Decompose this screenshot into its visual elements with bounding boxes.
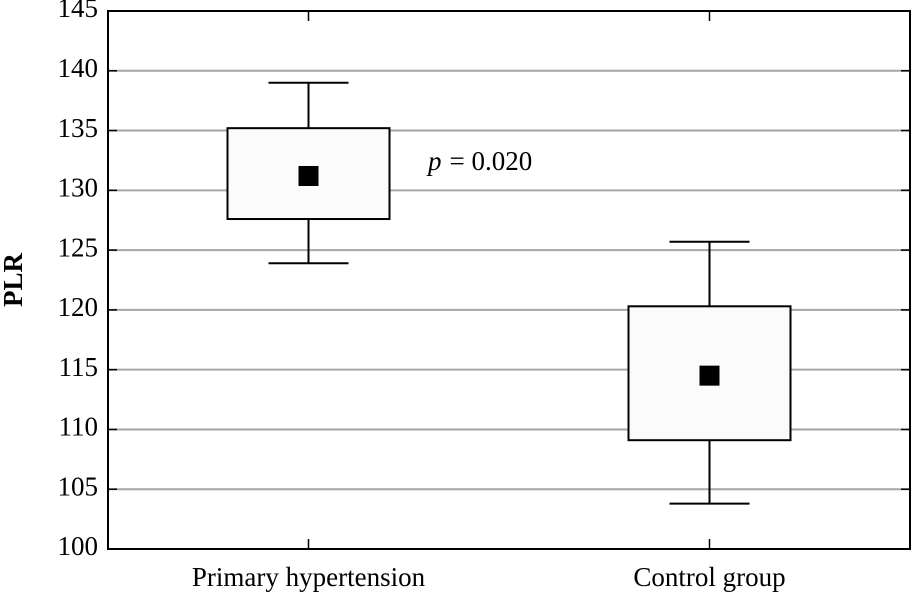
x-tick-label: Primary hypertension: [192, 562, 426, 592]
mean-marker: [699, 365, 720, 386]
y-tick-label: 140: [58, 53, 99, 83]
annotation-variable: p: [426, 146, 442, 176]
y-axis-label: PLR: [0, 252, 28, 307]
y-tick-label: 100: [58, 531, 99, 561]
mean-marker: [298, 165, 319, 186]
y-tick-label: 145: [58, 0, 99, 23]
x-tick-label: Control group: [633, 562, 785, 592]
y-tick-label: 135: [58, 113, 99, 143]
annotation-text: = 0.020: [450, 146, 533, 176]
y-tick-label: 105: [58, 471, 99, 501]
y-tick-label: 125: [58, 232, 99, 262]
plot-frame: [107, 10, 911, 550]
annotation: p = 0.020: [426, 146, 532, 176]
y-tick-label: 130: [58, 173, 99, 203]
y-tick-label: 110: [59, 412, 99, 442]
y-tick-label: 120: [58, 292, 99, 322]
y-tick-label: 115: [59, 352, 99, 382]
